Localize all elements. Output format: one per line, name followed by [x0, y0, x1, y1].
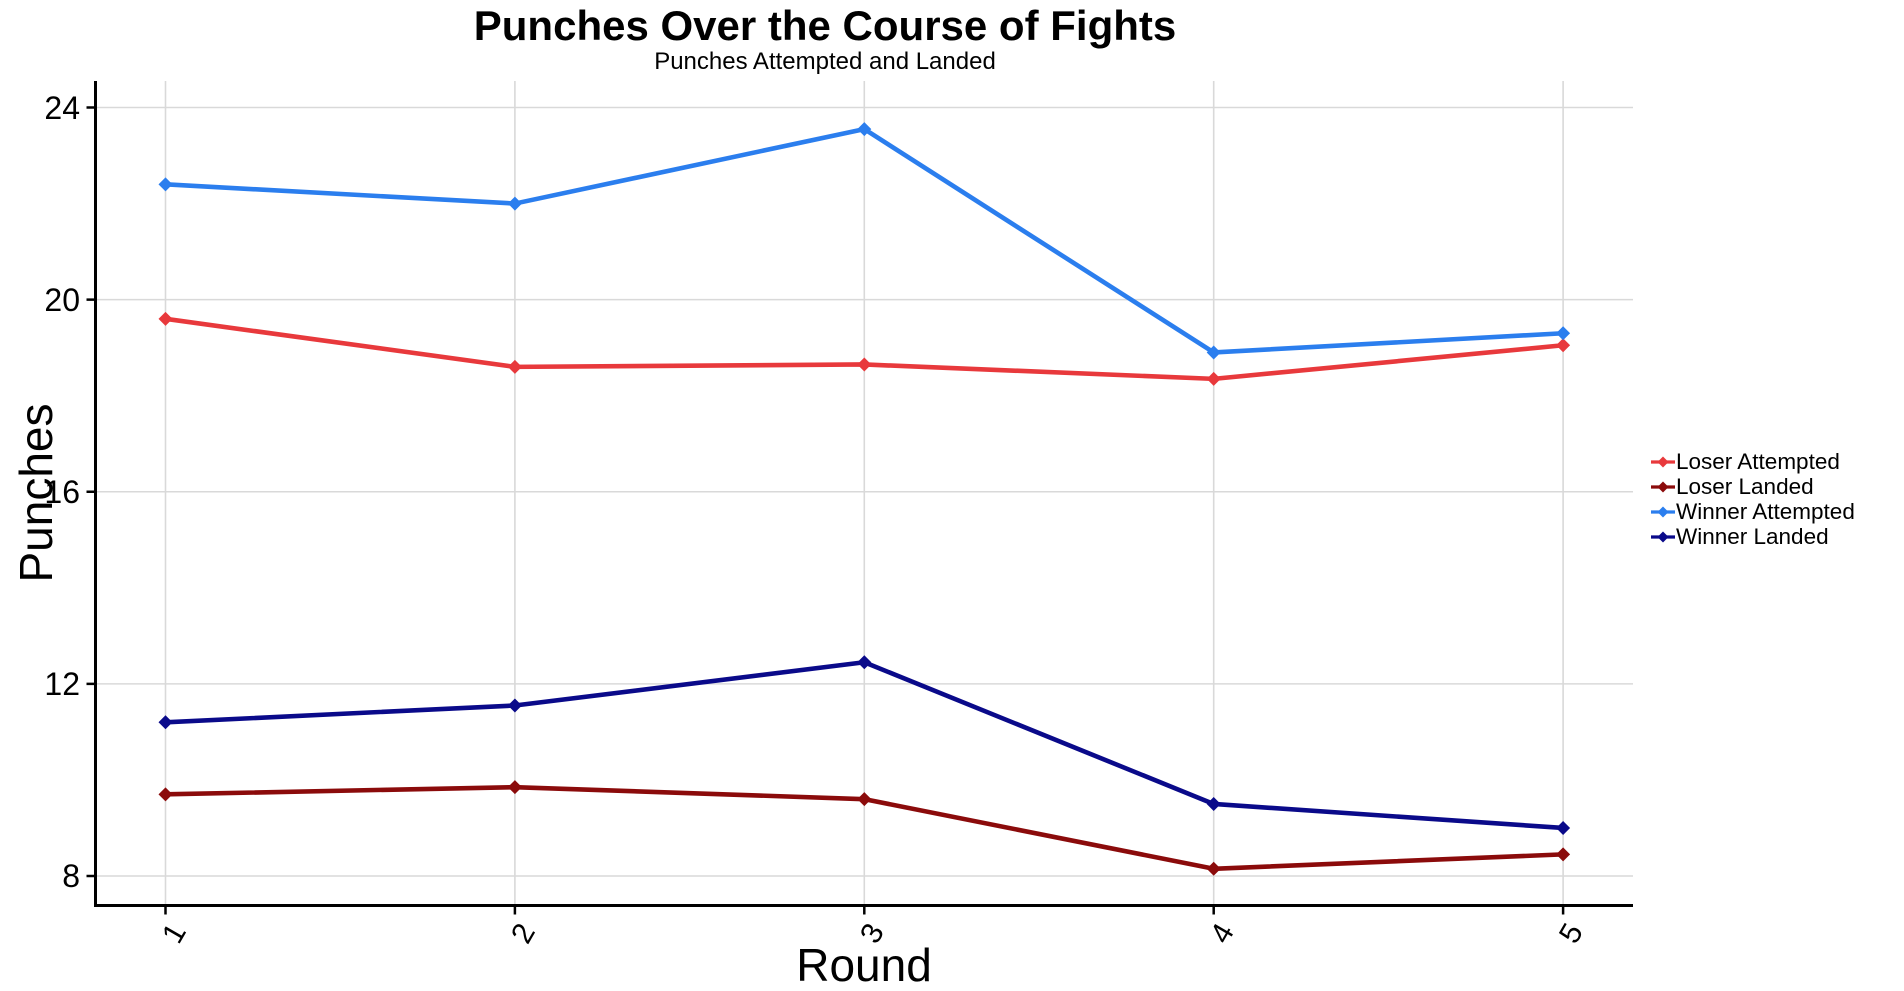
- legend-item-winner-landed: Winner Landed: [1650, 524, 1855, 549]
- legend-label: Loser Attempted: [1676, 449, 1840, 474]
- data-point-winner-attempted-5: [1556, 326, 1571, 341]
- legend-line-diamond-icon: [1651, 481, 1675, 492]
- y-tick-label-20: 20: [44, 281, 80, 318]
- legend-label: Loser Landed: [1676, 474, 1814, 499]
- data-point-winner-landed-2: [507, 698, 522, 713]
- data-point-loser-attempted-2: [507, 359, 522, 374]
- data-point-winner-attempted-1: [158, 177, 173, 192]
- data-point-loser-attempted-1: [158, 311, 173, 326]
- data-point-loser-landed-2: [507, 780, 522, 795]
- legend: Loser Attempted Loser Landed Winner Atte…: [1650, 449, 1855, 549]
- legend-key-diamond: [1657, 506, 1669, 517]
- legend-label: Winner Landed: [1676, 524, 1829, 549]
- data-point-winner-attempted-2: [507, 196, 522, 211]
- data-point-winner-attempted-4: [1206, 345, 1221, 360]
- data-point-loser-attempted-4: [1206, 371, 1221, 386]
- legend-line-diamond-icon: [1651, 531, 1675, 542]
- legend-label: Winner Attempted: [1676, 499, 1855, 524]
- y-tick-label-8: 8: [62, 858, 80, 894]
- y-tick-label-12: 12: [44, 665, 80, 702]
- y-tick-label-24: 24: [44, 89, 80, 126]
- data-point-loser-landed-1: [158, 787, 173, 802]
- data-point-loser-landed-5: [1556, 847, 1571, 862]
- legend-item-winner-attempted: Winner Attempted: [1650, 499, 1855, 524]
- data-point-loser-attempted-5: [1556, 338, 1571, 353]
- legend-key-diamond: [1657, 481, 1669, 492]
- legend-line-diamond-icon: [1651, 456, 1675, 467]
- legend-line-diamond-icon: [1651, 506, 1675, 517]
- chart-subtitle: Punches Attempted and Landed: [654, 48, 996, 75]
- data-point-winner-landed-4: [1206, 796, 1221, 811]
- legend-key-diamond: [1657, 531, 1669, 542]
- legend-item-loser-landed: Loser Landed: [1650, 474, 1855, 499]
- chart-title: Punches Over the Course of Fights: [473, 2, 1177, 49]
- data-point-winner-landed-3: [857, 655, 872, 670]
- x-axis-title: Round: [796, 939, 932, 991]
- data-point-loser-attempted-3: [857, 357, 872, 372]
- data-point-winner-attempted-3: [857, 122, 872, 137]
- data-point-winner-landed-5: [1556, 820, 1571, 835]
- y-tick-label-16: 16: [44, 473, 80, 510]
- data-point-loser-landed-4: [1206, 861, 1221, 876]
- legend-key-diamond: [1657, 456, 1669, 467]
- data-point-loser-landed-3: [857, 792, 872, 807]
- data-point-winner-landed-1: [158, 715, 173, 730]
- legend-item-loser-attempted: Loser Attempted: [1650, 449, 1855, 474]
